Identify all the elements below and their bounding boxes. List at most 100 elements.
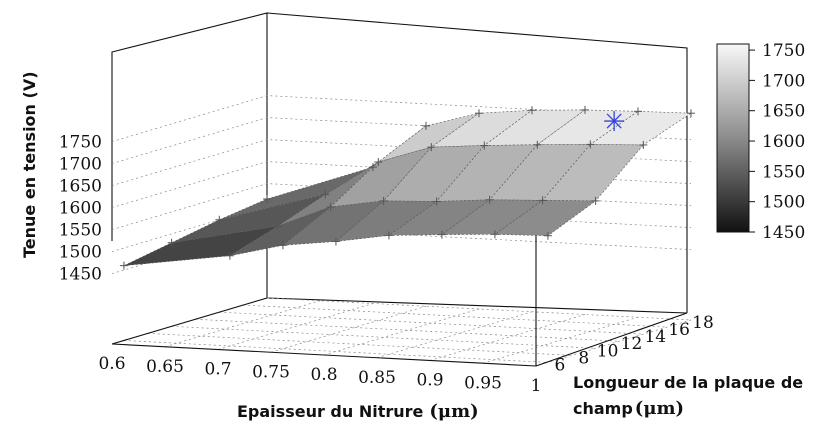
colorbar-tick-label: 1600: [762, 132, 805, 152]
x-tick-label: 0.75: [252, 362, 290, 382]
floor-gridline-x: [164, 300, 321, 348]
x-axis-label: Epaisseur du Nitrure (μm): [237, 401, 479, 422]
sample-point: [384, 231, 393, 240]
z-tick-label: 1550: [59, 221, 102, 241]
sample-points: [119, 105, 695, 270]
sample-point: [331, 237, 340, 246]
surface-patch: [589, 111, 692, 146]
z-gridline: [111, 139, 692, 186]
z-tick-label: 1700: [59, 155, 102, 175]
sample-point: [639, 140, 648, 149]
back-wall-left: [111, 12, 268, 298]
left-floor-edge: [111, 297, 268, 345]
sample-point: [490, 230, 499, 239]
sample-point: [538, 196, 547, 205]
surface-patch: [440, 199, 544, 235]
colorbar: [716, 43, 750, 233]
y-tick-labels: 6 8 10 12 14 16 18: [555, 313, 714, 375]
y-tick-label: 10: [597, 341, 619, 361]
floor-gridline-x: [429, 314, 586, 361]
surface-patch: [488, 144, 591, 201]
x-axis-line: [111, 343, 537, 367]
z-tick-label: 1500: [59, 243, 102, 263]
sample-point: [167, 238, 176, 247]
y-axis-label-line2: champ (μm): [573, 398, 684, 419]
x-tick-label: 0.95: [464, 373, 502, 393]
sample-point: [374, 158, 383, 167]
surface-patch: [541, 144, 644, 202]
floor-gridline-x: [217, 303, 374, 350]
sample-point: [591, 196, 600, 205]
sample-point: [215, 215, 224, 224]
sample-point: [379, 196, 388, 205]
floor-gridline-x: [323, 308, 480, 356]
optimum-marker: [604, 111, 625, 132]
surface-patch: [536, 109, 639, 146]
floor-gridline-y: [171, 325, 596, 349]
x-tick-labels: 0.6 0.65 0.7 0.75 0.8 0.85 0.9 0.95 1: [98, 354, 541, 396]
floor-gridline-y: [123, 340, 548, 363]
x-tick-label: 0.7: [204, 360, 231, 380]
z-gridline: [111, 183, 692, 230]
colorbar-tick-label: 1500: [762, 193, 805, 213]
colorbar-tick-label: 1650: [762, 102, 805, 122]
sample-point: [528, 106, 536, 115]
sample-point: [480, 141, 489, 150]
colorbar-tick-label: 1450: [762, 223, 805, 243]
y-tick-label: 8: [578, 348, 589, 368]
sample-point: [543, 231, 552, 240]
x-tick-label: 1: [531, 376, 542, 396]
y-tick-label: 18: [692, 313, 714, 333]
colorbar-tick-label: 1750: [762, 41, 805, 61]
sample-point: [533, 140, 542, 149]
sample-point: [263, 195, 271, 203]
sample-point: [369, 163, 377, 172]
x-tick-label: 0.9: [416, 371, 443, 391]
sample-point: [273, 222, 282, 231]
sample-point: [321, 190, 330, 199]
floor-gridline-x: [270, 305, 427, 353]
y-axis-label: Longueur de la plaque de: [573, 373, 803, 392]
z-gridline: [111, 95, 692, 142]
x-tick-label: 0.8: [310, 365, 337, 385]
surface-patch: [382, 145, 485, 202]
y-tick-label: 6: [555, 355, 566, 375]
sample-point: [432, 197, 441, 206]
y-tick-label: 16: [668, 320, 690, 340]
z-gridline: [111, 161, 692, 208]
colorbar-tick-label: 1700: [762, 71, 805, 91]
sample-point: [427, 143, 436, 152]
floor-gridline-y: [266, 297, 692, 321]
back-floor-edge: [266, 297, 688, 314]
x-tick-label: 0.85: [358, 368, 396, 388]
sample-point: [119, 261, 128, 270]
z-gridline: [111, 117, 692, 164]
surface-patch: [281, 200, 385, 246]
optimum-star: [604, 111, 625, 132]
floor-gridline-x: [482, 316, 639, 364]
floor-gridline-y: [147, 333, 572, 356]
back-walls: [111, 12, 688, 314]
sample-point: [581, 105, 589, 114]
sample-point: [687, 109, 695, 118]
x-tick-label: 0.65: [146, 357, 184, 377]
sample-point: [437, 230, 446, 239]
floor-gridline-x: [376, 311, 533, 359]
surface: [123, 109, 692, 266]
floor-gridline-y: [195, 318, 620, 342]
colorbar-tick-label: 1550: [762, 162, 805, 182]
y-tick-label: 12: [621, 334, 643, 354]
z-axis-label: Tenue en tension (V): [20, 71, 39, 258]
floor-gridline-y: [243, 304, 668, 328]
z-tick-label: 1650: [59, 177, 102, 197]
sample-point: [326, 202, 335, 211]
sample-point: [485, 195, 494, 204]
sample-point: [586, 140, 595, 149]
sample-point: [634, 107, 642, 116]
floor-gridline-x: [535, 319, 692, 367]
x-tick-label: 0.6: [98, 354, 125, 374]
sample-point: [422, 121, 430, 130]
surface-patch: [334, 200, 438, 242]
sample-point: [475, 109, 483, 118]
